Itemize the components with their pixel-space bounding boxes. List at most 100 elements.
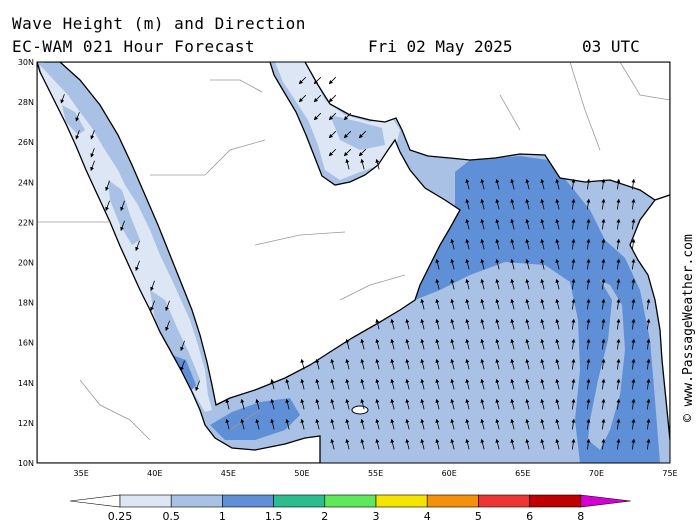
wave-arrow <box>540 318 545 330</box>
wave-arrow <box>360 418 365 430</box>
wave-arrow <box>631 438 636 450</box>
wave-arrow <box>420 358 425 370</box>
wave-arrow <box>225 398 230 410</box>
legend-swatch <box>580 494 631 508</box>
wave-arrow <box>646 378 651 390</box>
wave-arrow <box>631 218 636 230</box>
wave-arrow <box>525 178 530 190</box>
wave-arrow <box>540 358 545 370</box>
wave-arrow <box>495 318 500 330</box>
wave-arrow <box>450 398 455 410</box>
lat-tick-label: 30N <box>18 58 34 67</box>
wave-arrow <box>525 358 530 370</box>
wave-arrow <box>90 148 95 158</box>
wave-arrow <box>480 378 485 390</box>
wave-arrow <box>495 398 500 410</box>
wave-arrow <box>270 418 275 430</box>
wave-arrow <box>631 238 636 250</box>
legend-label: 0.5 <box>162 510 180 523</box>
legend-swatch <box>222 494 274 508</box>
africa-horn <box>37 62 321 463</box>
wave-arrow <box>465 358 470 370</box>
wave-arrow <box>646 418 651 430</box>
wave-arrow <box>646 398 651 410</box>
wave-arrow <box>450 318 455 330</box>
wave-arrow <box>510 358 515 370</box>
wave-arrow <box>315 398 320 410</box>
wave-arrow <box>525 318 530 330</box>
wave-arrow <box>525 258 530 270</box>
wave-arrow <box>571 418 576 430</box>
wave-arrow <box>586 398 591 410</box>
wave-arrow <box>285 378 290 390</box>
wave-arrow <box>435 398 440 410</box>
forecast-date: Fri 02 May 2025 <box>368 37 513 56</box>
longitude-axis: 35E 40E 45E 50E 55E 60E 65E 70E 75E <box>74 469 678 478</box>
wave-arrow <box>465 218 470 230</box>
wave-arrow <box>330 358 335 370</box>
wave-arrow <box>586 438 591 450</box>
wave-arrow <box>435 378 440 390</box>
wave-arrow <box>571 278 576 290</box>
wave-arrow <box>405 438 410 450</box>
wave-arrow <box>225 418 230 430</box>
wave-arrow <box>571 318 576 330</box>
wave-arrow <box>525 278 530 290</box>
wave-arrow <box>646 338 651 350</box>
wave-arrow <box>450 278 455 290</box>
wave-arrow <box>540 398 545 410</box>
wave-arrow <box>343 112 352 121</box>
wave-arrow <box>586 418 591 430</box>
wave-arrow <box>450 378 455 390</box>
legend-label: 5 <box>475 510 482 523</box>
india <box>629 194 670 441</box>
wave-arrow <box>586 318 591 330</box>
lat-tick-label: 16N <box>18 339 34 348</box>
wave-arrow <box>420 338 425 350</box>
wave-arrow <box>510 378 515 390</box>
wave-arrow <box>343 130 352 139</box>
arabian-peninsula <box>44 62 461 406</box>
wave-arrow <box>601 438 606 450</box>
wave-arrow <box>465 278 470 290</box>
wave-arrow <box>480 218 485 230</box>
lat-tick-label: 12N <box>18 419 34 428</box>
wave-arrow <box>330 418 335 430</box>
wave-arrow <box>328 148 337 157</box>
wave-arrow <box>495 198 500 210</box>
wave-arrow <box>631 318 636 330</box>
wave-arrow <box>540 178 545 190</box>
wave-arrow <box>601 378 606 390</box>
wave-arrow <box>586 198 591 210</box>
wave-arrow <box>616 278 621 290</box>
wave-arrow <box>571 198 576 210</box>
wave-arrow <box>375 318 380 330</box>
light-wave-patch <box>588 280 625 450</box>
wave-arrow <box>540 338 545 350</box>
lon-tick-label: 50E <box>294 469 309 478</box>
wave-arrow <box>631 378 636 390</box>
wave-arrow <box>300 378 305 390</box>
wave-arrow <box>555 418 560 430</box>
wave-arrow <box>510 178 515 190</box>
wave-arrow <box>601 338 606 350</box>
wave-arrow <box>480 298 485 310</box>
copyright-text: © www.PassageWeather.com <box>681 234 696 422</box>
wave-arrow <box>390 398 395 410</box>
wave-arrow <box>510 238 515 250</box>
wave-arrow <box>435 258 440 270</box>
wave-arrow <box>525 198 530 210</box>
wave-arrow <box>390 438 395 450</box>
wave-arrow <box>646 318 651 330</box>
wave-arrow <box>616 238 621 250</box>
wave-arrow <box>300 358 305 370</box>
wave-arrow <box>616 178 621 190</box>
wave-arrow <box>631 178 636 190</box>
wave-arrow <box>360 378 365 390</box>
wave-arrow <box>586 338 591 350</box>
legend-swatch <box>69 494 121 508</box>
wave-arrow <box>555 298 560 310</box>
wave-arrow <box>510 298 515 310</box>
wave-arrow <box>465 298 470 310</box>
wave-arrow <box>540 298 545 310</box>
